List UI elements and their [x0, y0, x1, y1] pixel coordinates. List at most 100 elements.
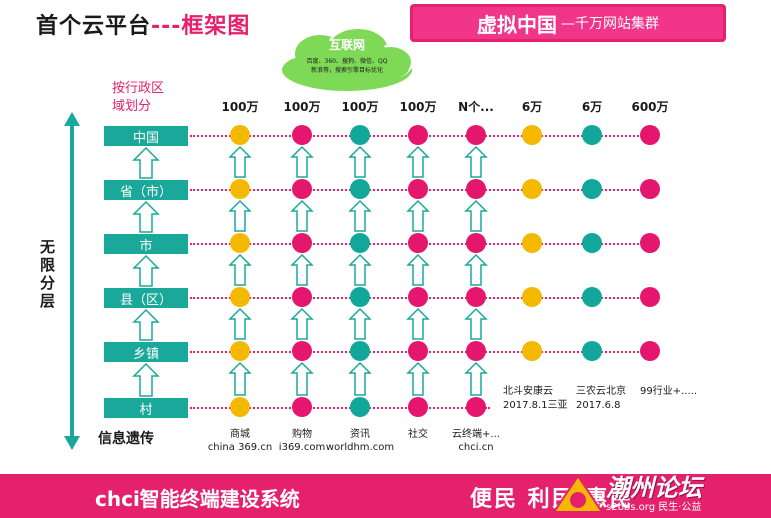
site-node	[292, 179, 312, 199]
watermark-subtext: s2bbs.org 民生·公益	[606, 502, 702, 513]
footer-slogan: 便民 利民 惠民	[470, 487, 634, 512]
site-node	[522, 125, 542, 145]
project-label: 99行业+.....	[640, 385, 697, 399]
vertical-double-arrow-icon	[64, 112, 80, 450]
level-up-arrow-icon	[132, 254, 160, 287]
site-node	[292, 233, 312, 253]
up-arrow-icon	[228, 145, 252, 178]
up-arrow-icon	[406, 253, 430, 286]
forum-logo-icon	[552, 474, 604, 513]
title-main: 首个云平台	[36, 14, 152, 39]
site-node	[230, 125, 250, 145]
project-name: 99行业+.....	[640, 386, 697, 397]
cloud-icon	[280, 27, 414, 93]
footer-system-name: chci智能终端建设系统	[95, 487, 300, 511]
column-header: 6万	[521, 100, 543, 114]
watermark-text: 潮州论坛	[606, 474, 702, 502]
level-box: 省（市）	[104, 180, 188, 200]
site-node	[640, 179, 660, 199]
column-header: 100万	[399, 100, 437, 114]
title-suffix: 框架图	[181, 14, 251, 39]
column-header: 100万	[221, 100, 259, 114]
site-node	[522, 179, 542, 199]
up-arrow-icon	[228, 199, 252, 232]
column-header: 100万	[283, 100, 321, 114]
site-node	[522, 287, 542, 307]
up-arrow-icon	[290, 253, 314, 286]
row-connector	[190, 407, 490, 409]
site-node	[230, 397, 250, 417]
site-node	[408, 125, 428, 145]
infinite-layers-label: 无限分层	[40, 238, 56, 310]
site-node	[522, 233, 542, 253]
level-box: 县（区）	[104, 288, 188, 308]
level-box: 乡镇	[104, 342, 188, 362]
site-node	[582, 287, 602, 307]
column-footer-domain: i369.com	[278, 442, 326, 453]
cloud-text-line2: 新浪等，搜索引擎目标优化	[310, 67, 383, 74]
project-name: 北斗安康云	[503, 386, 553, 397]
up-arrow-icon	[228, 361, 252, 396]
up-arrow-icon	[290, 145, 314, 178]
site-node	[466, 233, 486, 253]
up-arrow-icon	[290, 361, 314, 396]
column-footer-domain: chci.cn	[458, 442, 494, 453]
admin-label-line2: 域划分	[112, 99, 152, 114]
site-node	[408, 341, 428, 361]
column-footer-label: 云终端+...	[452, 429, 500, 440]
level-up-arrow-icon	[132, 146, 160, 179]
level-box: 中国	[104, 126, 188, 146]
site-node	[466, 125, 486, 145]
level-up-arrow-icon	[132, 362, 160, 397]
column-header: N个...	[458, 100, 494, 114]
site-node	[350, 125, 370, 145]
column-footer-label: 社交	[408, 429, 428, 440]
site-node	[230, 341, 250, 361]
project-label: 三农云北京 2017.6.8	[576, 385, 626, 413]
site-node	[350, 287, 370, 307]
up-arrow-icon	[348, 307, 372, 340]
project-label: 北斗安康云 2017.8.1三亚	[503, 385, 568, 413]
column-header: 6万	[581, 100, 603, 114]
site-node	[408, 179, 428, 199]
site-node	[582, 341, 602, 361]
up-arrow-icon	[348, 361, 372, 396]
banner-big-text: 虚拟中国	[477, 12, 557, 37]
column-header: 600万	[631, 100, 669, 114]
info-inheritance-label: 信息遗传	[98, 431, 154, 447]
site-node	[522, 341, 542, 361]
up-arrow-icon	[464, 199, 488, 232]
site-node	[230, 287, 250, 307]
page-title: 首个云平台---框架图	[36, 8, 250, 40]
site-node	[466, 287, 486, 307]
up-arrow-icon	[290, 199, 314, 232]
up-arrow-icon	[290, 307, 314, 340]
column-header: 100万	[341, 100, 379, 114]
site-node	[408, 233, 428, 253]
level-up-arrow-icon	[132, 200, 160, 233]
site-node	[582, 125, 602, 145]
column-footer-domain: worldhm.com	[325, 442, 395, 453]
site-node	[640, 233, 660, 253]
site-node	[230, 179, 250, 199]
cloud-text-line1: 百度、360、搜狗、微信、QQ	[306, 58, 388, 65]
site-node	[640, 287, 660, 307]
site-node	[350, 397, 370, 417]
up-arrow-icon	[464, 145, 488, 178]
column-footer-domain: china 369.cn	[207, 442, 273, 453]
site-node	[466, 397, 486, 417]
site-node	[230, 233, 250, 253]
admin-division-label: 按行政区 域划分	[112, 80, 164, 116]
up-arrow-icon	[464, 307, 488, 340]
column-footer-label: 购物	[292, 429, 312, 440]
up-arrow-icon	[406, 307, 430, 340]
site-node	[582, 179, 602, 199]
up-arrow-icon	[228, 307, 252, 340]
up-arrows-group	[132, 145, 488, 397]
site-node	[408, 397, 428, 417]
up-arrow-icon	[348, 253, 372, 286]
up-arrow-icon	[406, 145, 430, 178]
site-node	[292, 397, 312, 417]
site-node	[640, 125, 660, 145]
banner-virtual-china: 虚拟中国 —千万网站集群	[410, 4, 726, 42]
